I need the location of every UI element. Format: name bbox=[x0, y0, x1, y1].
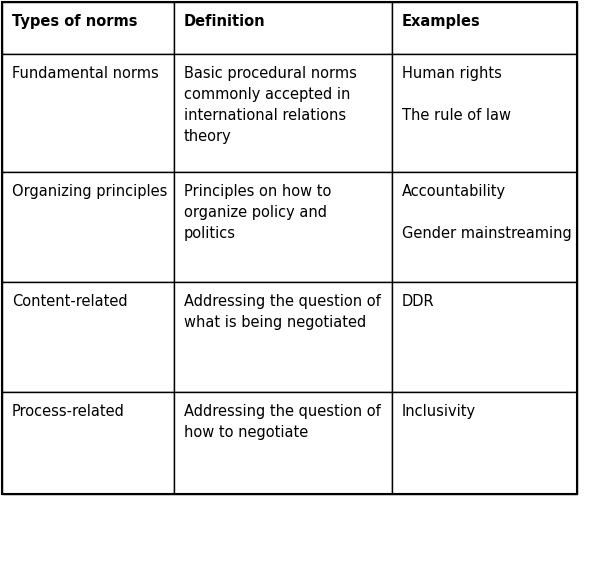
Bar bbox=[174, 54, 392, 172]
Text: Accountability

Gender mainstreaming: Accountability Gender mainstreaming bbox=[402, 184, 572, 241]
Bar bbox=[2, 54, 174, 172]
Bar bbox=[2, 172, 174, 282]
Bar bbox=[174, 392, 392, 494]
Text: Inclusivity: Inclusivity bbox=[402, 404, 476, 419]
Text: Examples: Examples bbox=[402, 14, 481, 29]
Text: Fundamental norms: Fundamental norms bbox=[12, 66, 159, 81]
Text: Basic procedural norms
commonly accepted in
international relations
theory: Basic procedural norms commonly accepted… bbox=[184, 66, 357, 144]
Text: Content-related: Content-related bbox=[12, 294, 128, 309]
Bar bbox=[2, 2, 577, 494]
Text: Definition: Definition bbox=[184, 14, 266, 29]
Text: DDR: DDR bbox=[402, 294, 435, 309]
Text: Organizing principles: Organizing principles bbox=[12, 184, 167, 199]
Bar bbox=[392, 172, 577, 282]
Text: Types of norms: Types of norms bbox=[12, 14, 138, 29]
Text: Human rights

The rule of law: Human rights The rule of law bbox=[402, 66, 511, 123]
Bar bbox=[2, 282, 174, 392]
Text: Addressing the question of
how to negotiate: Addressing the question of how to negoti… bbox=[184, 404, 381, 440]
Bar bbox=[2, 392, 174, 494]
Text: Process-related: Process-related bbox=[12, 404, 125, 419]
Bar bbox=[2, 2, 174, 54]
Bar bbox=[392, 392, 577, 494]
Text: Principles on how to
organize policy and
politics: Principles on how to organize policy and… bbox=[184, 184, 331, 241]
Bar bbox=[392, 282, 577, 392]
Bar bbox=[392, 2, 577, 54]
Text: Addressing the question of
what is being negotiated: Addressing the question of what is being… bbox=[184, 294, 381, 330]
Bar bbox=[174, 282, 392, 392]
Bar bbox=[174, 2, 392, 54]
Bar bbox=[174, 172, 392, 282]
Bar bbox=[392, 54, 577, 172]
